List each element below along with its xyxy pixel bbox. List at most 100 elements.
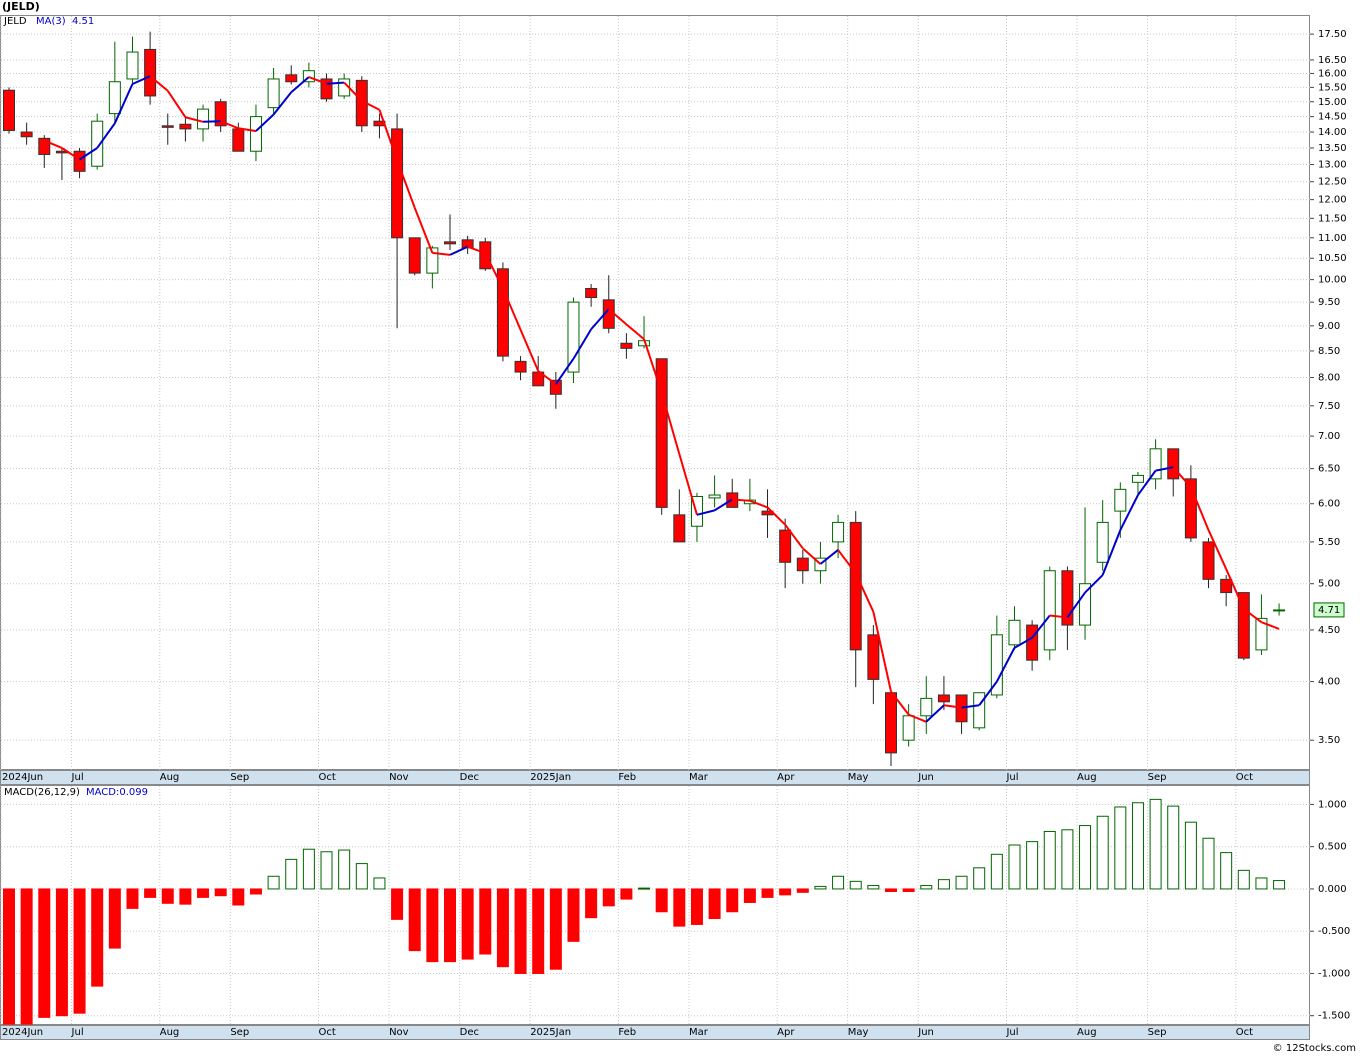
candle-body (655, 358, 668, 508)
candle-body (902, 715, 915, 741)
ma-line (378, 109, 399, 161)
macd-bar (937, 879, 950, 890)
macd-bar (655, 888, 668, 913)
x-tick-label: Oct (1236, 1027, 1253, 1038)
macd-bar (214, 888, 227, 897)
ma-line (1225, 568, 1245, 610)
ma-line (819, 549, 839, 565)
macd-bar (708, 888, 721, 920)
candle-body (955, 694, 968, 723)
ma-line (625, 323, 645, 340)
macd-bar (197, 888, 210, 898)
ma-line (61, 147, 81, 161)
ma-line (732, 498, 750, 502)
x-tick-label: Aug (1077, 1027, 1097, 1038)
x-tick-label: Jun (917, 772, 934, 783)
ma-line (149, 75, 169, 92)
macd-bar (1043, 830, 1056, 890)
y-tick-label: 9.00 (1318, 321, 1340, 332)
macd-bar (1202, 837, 1215, 890)
ma-line (978, 681, 998, 706)
y-tick-label: 14.50 (1318, 112, 1347, 123)
ma-line (361, 99, 380, 111)
ma-line (1013, 636, 1033, 649)
ma-line (343, 81, 363, 102)
y-tick-label: -1.500 (1318, 1011, 1350, 1022)
ma-line (678, 453, 698, 516)
macd-bar (1167, 805, 1180, 890)
x-tick-label: Mar (689, 1027, 709, 1038)
candle-body (285, 74, 298, 83)
y-tick-label: 4.50 (1318, 625, 1340, 636)
ma-line (1101, 529, 1122, 576)
chart-title: (JELD) (2, 0, 40, 13)
candle-body (1096, 521, 1109, 563)
candle-body (779, 529, 792, 563)
macd-bar (479, 888, 492, 955)
candle-body (814, 557, 827, 572)
y-tick-label: 7.50 (1318, 401, 1340, 412)
macd-bar (338, 849, 351, 890)
y-tick-label: 8.00 (1318, 373, 1340, 384)
candle-body (514, 360, 527, 373)
y-tick-label: 12.00 (1318, 195, 1347, 206)
x-tick-label: Aug (160, 772, 180, 783)
candle-body (849, 521, 862, 651)
candle-body (832, 521, 845, 543)
y-tick-label: 13.50 (1318, 143, 1347, 154)
macd-bar (38, 888, 51, 1018)
macd-bar (1114, 806, 1127, 890)
price-tag-label: 4.71 (1318, 605, 1340, 616)
macd-bar (1061, 829, 1074, 890)
candle-body (796, 557, 809, 572)
x-tick-label: Jul (1005, 1027, 1018, 1038)
macd-bar (638, 887, 651, 890)
footer: © 12Stocks.com (1273, 1043, 1356, 1054)
y-tick-label: 4.00 (1318, 677, 1340, 688)
macd-bar (267, 875, 280, 890)
ma-line (396, 159, 416, 209)
ma-line (802, 547, 822, 565)
macd-bar (161, 888, 174, 904)
ma-line (925, 704, 945, 723)
ma-line (1066, 591, 1086, 619)
x-tick-label: Nov (389, 1027, 409, 1038)
macd-bar (179, 888, 192, 905)
ma-line (43, 139, 63, 149)
candle-body (1043, 570, 1056, 651)
macd-bar (1096, 815, 1109, 890)
candle-body (444, 241, 456, 245)
candle-body (91, 120, 104, 167)
ma-line (1155, 466, 1174, 472)
x-tick-label: Jun (917, 1027, 934, 1038)
macd-bar (955, 875, 968, 890)
y-tick-label: 15.00 (1318, 97, 1347, 108)
y-tick-label: 9.50 (1318, 297, 1340, 308)
y-tick-label: 11.00 (1318, 233, 1347, 244)
candle-body (38, 137, 51, 156)
x-tick-label: May (848, 772, 869, 783)
legend-ma: MA(3) (36, 16, 66, 27)
y-tick-label: 17.50 (1318, 29, 1347, 40)
ma-line (995, 647, 1016, 683)
x-tick-label: Sep (230, 772, 249, 783)
y-tick-label: 6.50 (1318, 464, 1340, 475)
macd-bar (355, 863, 368, 890)
candle-body (585, 287, 598, 299)
ma-line (255, 113, 275, 132)
ma-line (608, 308, 628, 326)
candle-body (302, 70, 315, 83)
candle-body (673, 514, 686, 543)
legend-symbol: JELD (3, 16, 27, 27)
candle-body (549, 379, 562, 395)
candle-body (1079, 583, 1092, 626)
ma-line (238, 127, 257, 133)
candle-body (1149, 448, 1162, 480)
macd-bar (3, 888, 15, 1025)
ma-line (537, 370, 557, 385)
macd-bar (532, 888, 545, 974)
macd-bar (1184, 821, 1197, 890)
x-tick-label: 2024Jun (2, 772, 43, 783)
ma-line (1172, 466, 1192, 488)
